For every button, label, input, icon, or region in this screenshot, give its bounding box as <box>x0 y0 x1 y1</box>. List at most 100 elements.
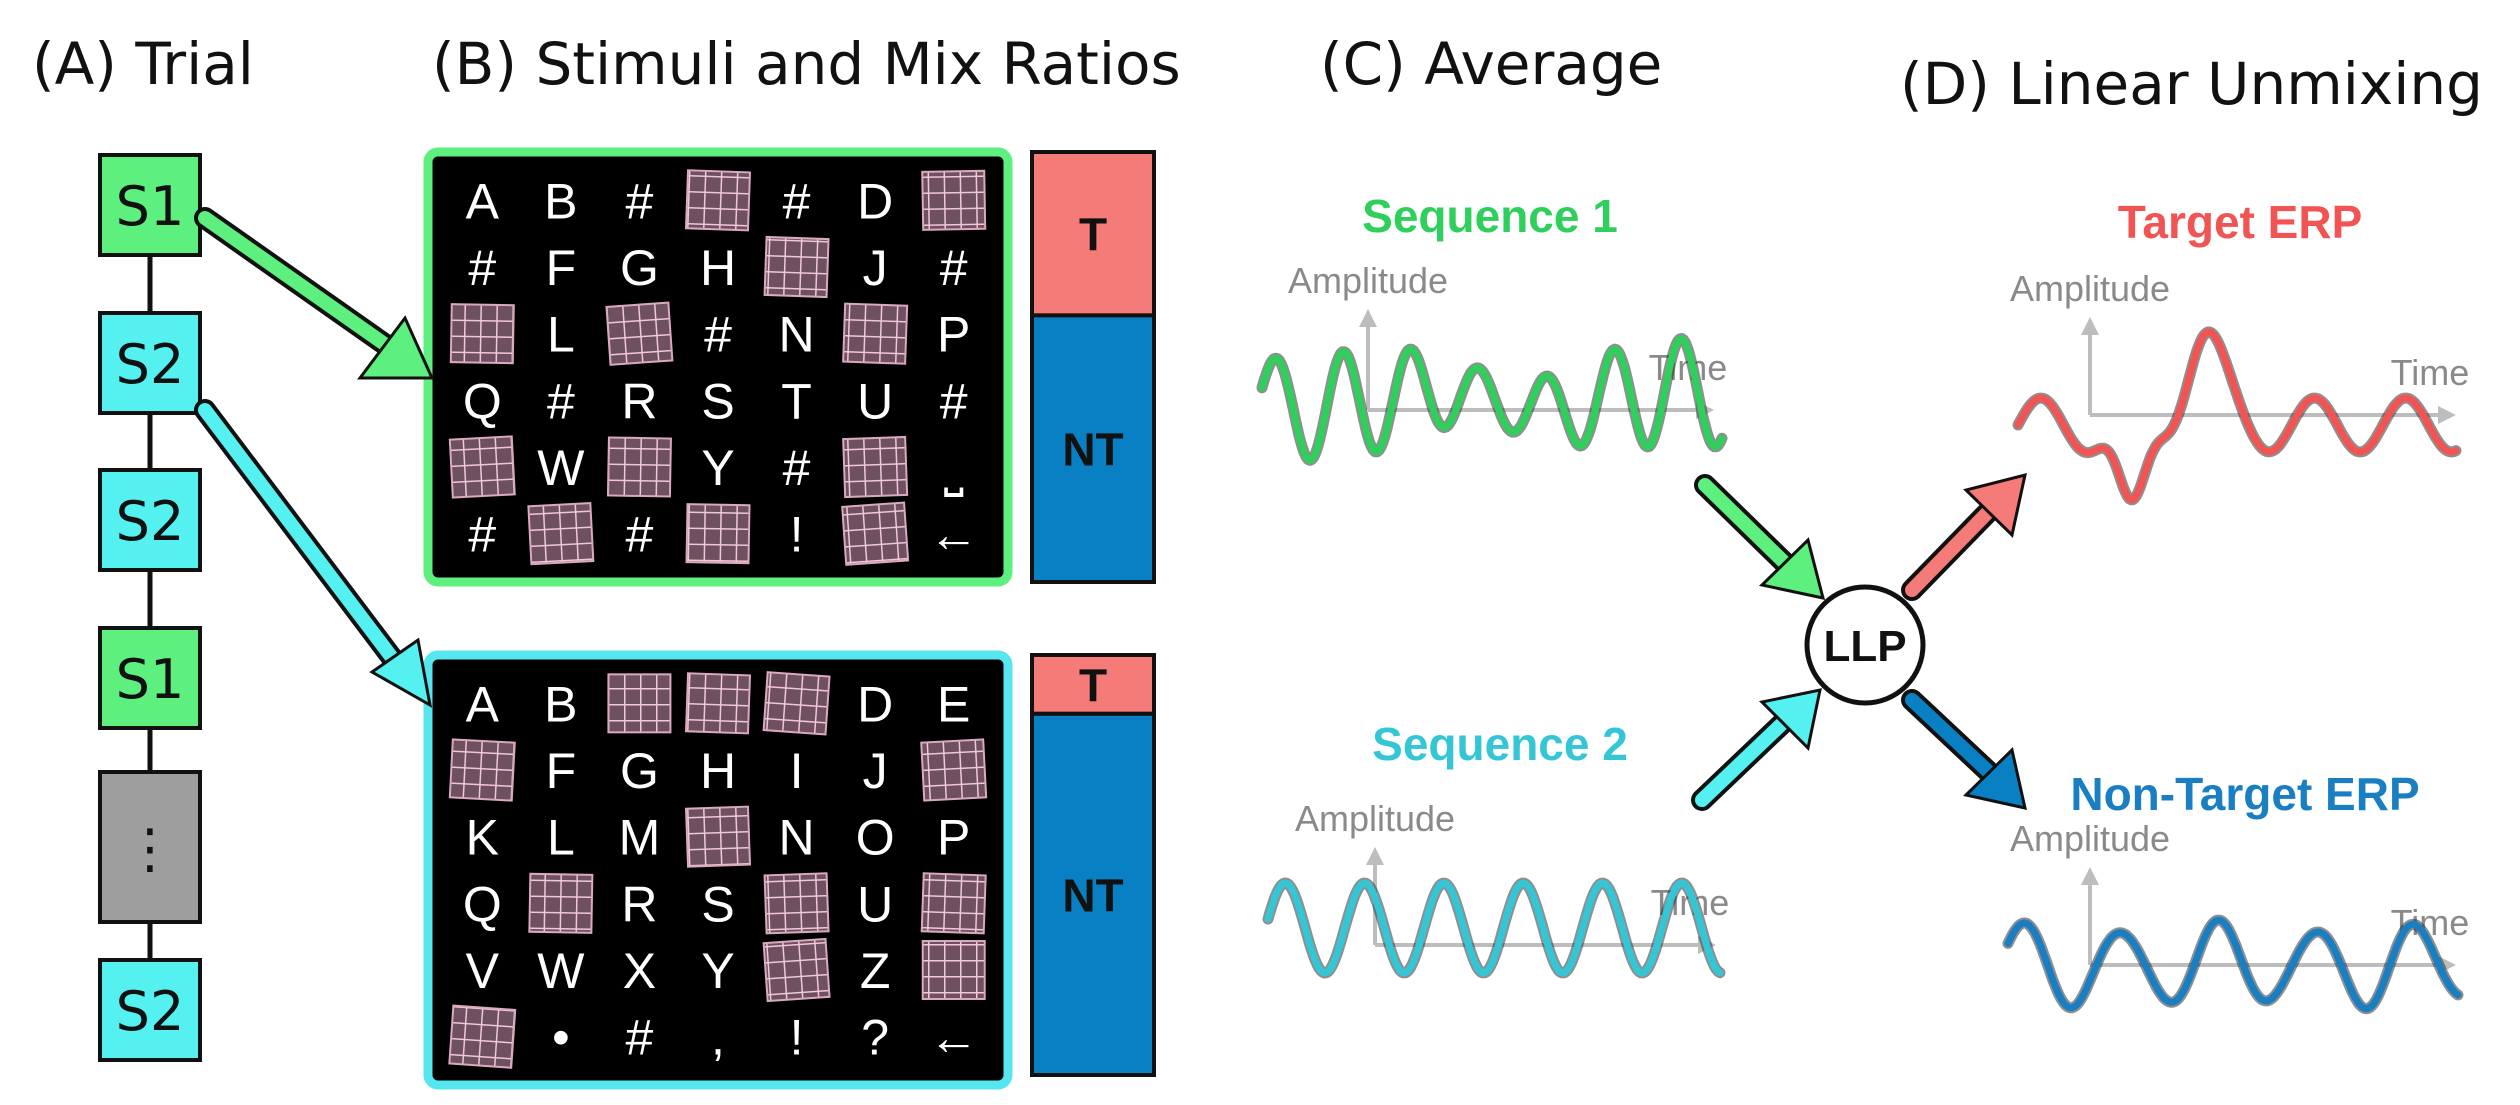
waveform <box>2004 916 2462 1013</box>
grid-cell-char: Z <box>860 943 891 999</box>
y-axis-label: Amplitude <box>2010 818 2170 859</box>
trial-box-1: S1 <box>98 153 202 257</box>
y-axis-label: Amplitude <box>2010 268 2170 309</box>
nontarget-fraction <box>1030 711 1156 1077</box>
grid-cell-char: N <box>779 810 815 866</box>
grid-cell-char: P <box>937 307 970 363</box>
grid-cell-char: # <box>626 507 654 563</box>
grid-cell-char: V <box>466 943 500 999</box>
grid-cell-char: X <box>623 943 656 999</box>
grid-cell-char: R <box>621 373 657 429</box>
grid-cell-char: Y <box>701 440 734 496</box>
flashed-cell <box>762 671 831 736</box>
target-label: T <box>1079 209 1107 261</box>
flashed-cell <box>920 738 988 802</box>
grid-cell-char: ! <box>790 507 804 563</box>
grid-cell-char: A <box>466 173 500 229</box>
trial-box-label: S2 <box>116 333 185 396</box>
trial-box-6: S2 <box>98 958 202 1062</box>
panel-title-b: (B) Stimuli and Mix Ratios <box>432 30 1181 98</box>
arrow-seq2-to-llp <box>1691 688 1822 811</box>
flashed-cell <box>841 501 910 566</box>
grid-cell-char: U <box>857 876 893 932</box>
trial-box-label: ⋮ <box>123 817 177 880</box>
trial-box-4: S1 <box>98 626 202 730</box>
target-fraction <box>1030 653 1156 716</box>
arrow-llp-to-target <box>1901 472 2027 601</box>
waveform <box>1258 335 1726 464</box>
grid-cell-char: # <box>468 240 496 296</box>
grid-cell-char: # <box>626 173 654 229</box>
flashed-cell <box>448 1004 517 1069</box>
flashed-cell <box>527 502 595 566</box>
grid-cell-char: D <box>857 173 893 229</box>
grid-cell-char: # <box>940 240 968 296</box>
grid-cell-char: Q <box>463 876 502 932</box>
target-label: T <box>1079 659 1107 711</box>
grid-cell-char: L <box>547 810 575 866</box>
arrow-seq1-to-llp <box>1694 474 1826 600</box>
trial-box-3: S2 <box>98 468 202 572</box>
plot-title: Sequence 1 <box>1362 190 1618 242</box>
flashed-cell <box>449 303 515 365</box>
grid-cell-char: F <box>546 743 577 799</box>
grid-cell-char: W <box>537 943 585 999</box>
flashed-cell <box>921 169 987 231</box>
grid-cell-char: U <box>857 373 893 429</box>
flashed-cell <box>684 169 752 232</box>
flashed-cell <box>842 435 909 499</box>
grid-cell-char: W <box>537 440 585 496</box>
trial-box-label: S1 <box>116 175 185 238</box>
stimulus-grids: A B # # D# F G H J #L # N PQ # R S T U #W Y # ⎵# #! ←A B D EF G H I JK… <box>423 147 1013 1090</box>
flashed-cell <box>606 436 672 498</box>
grid-cell-char: ← <box>929 1010 979 1066</box>
trial-sequence: S1 S2 S2 S1 ⋮ S2 <box>98 153 202 1062</box>
grid-cell-char: Q <box>463 373 502 429</box>
stimulus-grid-1: A B # # D # F G H J # L # N P Q # R S T U # W Y # ⎵ # #! ← <box>423 147 1013 587</box>
grid-cell-char: # <box>468 507 496 563</box>
mix-ratio-bar-2: T NT <box>1030 653 1156 1077</box>
trial-box-label: S2 <box>116 980 185 1043</box>
panel-title-c: (C) Average <box>1320 30 1663 98</box>
trial-box-label: S2 <box>116 490 185 553</box>
grid-cell-char: H <box>700 743 736 799</box>
grid-cell-char: # <box>783 173 811 229</box>
grid-cell-char: # <box>626 1010 654 1066</box>
stimulus-grid-2: A B D E F G H I J K L M N O P Q R S U V W X Y Z • #,!? ← <box>423 650 1013 1090</box>
arrow-llp-to-nontarget <box>1901 689 2027 810</box>
grid-cell-char: S <box>701 876 734 932</box>
grid-cell-char: G <box>620 743 659 799</box>
grid-cell-char: ? <box>861 1010 889 1066</box>
arrow-s1-to-grid1 <box>194 207 435 380</box>
grid-cell-char: # <box>783 440 811 496</box>
grid-cell-char: N <box>779 307 815 363</box>
grid-cell-char: R <box>621 876 657 932</box>
y-axis-label: Amplitude <box>1288 260 1448 301</box>
grid-cell-char: H <box>700 240 736 296</box>
nontarget-label: NT <box>1062 869 1123 921</box>
llp-label: LLP <box>1823 622 1906 671</box>
flashed-cell <box>762 937 831 1003</box>
llp-node: LLP <box>1804 584 1926 706</box>
grid-cell-char: ⎵ <box>944 440 964 497</box>
grid-cell-char: # <box>547 373 575 429</box>
grid-cell-char: ! <box>790 1010 804 1066</box>
arrow-s2-to-grid2 <box>194 399 433 708</box>
grid-cell-char: F <box>546 240 577 296</box>
panel-title-d: (D) Linear Unmixing <box>1900 50 2483 118</box>
grid-cell-char: # <box>940 373 968 429</box>
flashed-cell <box>607 673 672 734</box>
grid-cell-char: B <box>544 676 577 732</box>
flashed-cell <box>763 235 830 299</box>
flashed-cell <box>448 435 516 499</box>
grid-cell-char: P <box>937 810 970 866</box>
flashed-cell <box>920 872 987 935</box>
grid-cell-char: # <box>704 307 732 363</box>
grid-cell-char: A <box>466 676 500 732</box>
grid-cell-char: • <box>552 1010 570 1066</box>
flashed-cell <box>685 503 751 565</box>
flashed-cell <box>684 672 752 735</box>
grid-cell-char: , <box>711 1010 725 1066</box>
